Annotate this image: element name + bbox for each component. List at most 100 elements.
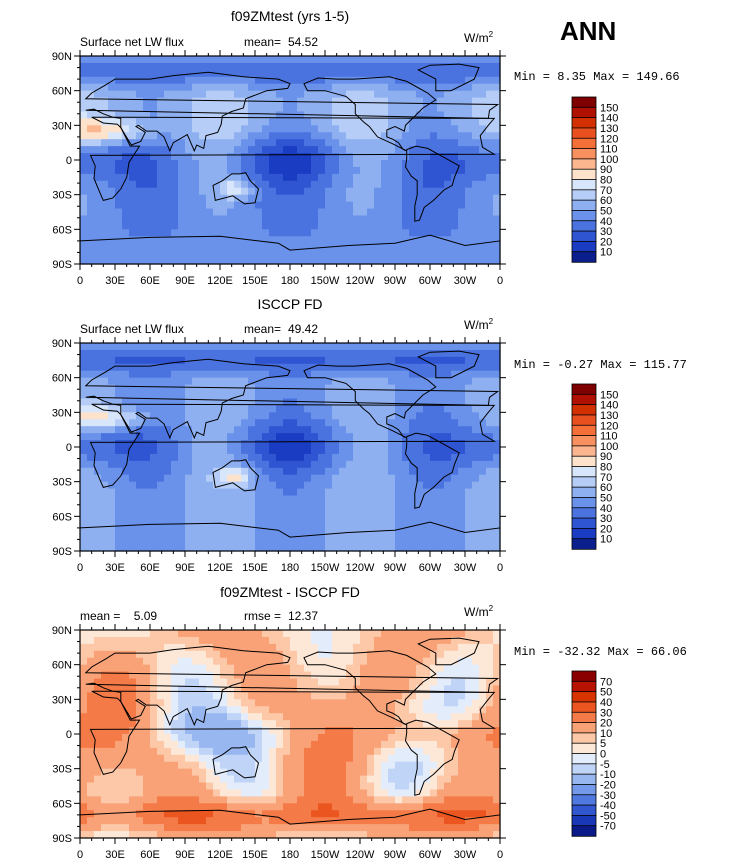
field-cell xyxy=(283,398,291,406)
field-cell xyxy=(192,678,200,687)
field-cell xyxy=(101,460,109,469)
field-cell xyxy=(416,222,424,230)
field-cell xyxy=(129,671,137,680)
field-cell xyxy=(297,467,305,476)
field-cell xyxy=(248,173,256,182)
field-cell xyxy=(367,153,375,161)
field-cell xyxy=(108,187,116,196)
field-cell xyxy=(409,118,417,126)
field-cell xyxy=(465,377,473,386)
field-cell xyxy=(360,125,368,133)
field-cell xyxy=(185,398,193,406)
field-cell xyxy=(402,706,410,714)
field-cell xyxy=(143,215,151,223)
field-cell xyxy=(185,467,193,476)
field-cell xyxy=(444,201,452,210)
field-cell xyxy=(255,173,263,182)
field-cell xyxy=(423,440,431,448)
field-cell xyxy=(157,125,165,133)
field-cell xyxy=(444,419,452,427)
field-cell xyxy=(458,460,466,469)
field-cell xyxy=(185,83,193,92)
field-cell xyxy=(437,699,445,707)
field-cell xyxy=(360,720,368,728)
field-cell xyxy=(234,139,242,147)
field-cell xyxy=(129,215,137,223)
field-cell xyxy=(171,678,179,687)
field-cell xyxy=(185,740,193,749)
field-cell xyxy=(115,97,123,106)
field-cell xyxy=(437,62,445,71)
field-cell xyxy=(220,384,228,393)
field-cell xyxy=(248,405,256,413)
field-cell xyxy=(416,62,424,71)
field-cell xyxy=(444,194,452,203)
field-cell xyxy=(339,90,347,99)
field-cell xyxy=(122,166,130,175)
colorbar-swatch xyxy=(571,240,597,253)
field-cell xyxy=(346,243,354,251)
field-cell xyxy=(367,467,375,476)
field-cell xyxy=(325,643,333,652)
field-cell xyxy=(479,740,487,749)
field-cell xyxy=(472,671,480,680)
field-cell xyxy=(374,630,382,638)
field-cell xyxy=(157,747,165,756)
field-cell xyxy=(192,447,200,455)
field-cell xyxy=(479,453,487,462)
field-cell xyxy=(129,405,137,413)
field-cell xyxy=(80,104,88,113)
field-cell xyxy=(402,474,410,483)
field-cell xyxy=(115,56,123,64)
field-cell xyxy=(94,502,102,510)
field-cell xyxy=(185,664,193,673)
field-cell xyxy=(262,727,270,735)
field-cell xyxy=(136,166,144,175)
field-cell xyxy=(402,90,410,99)
field-cell xyxy=(395,194,403,203)
field-cell xyxy=(178,664,186,673)
field-cell xyxy=(129,173,137,182)
field-cell xyxy=(157,460,165,469)
field-cell xyxy=(479,160,487,168)
field-cell xyxy=(108,447,116,455)
field-cell xyxy=(416,97,424,106)
field-cell xyxy=(108,706,116,714)
field-cell xyxy=(374,488,382,497)
field-cell xyxy=(283,201,291,210)
field-cell xyxy=(346,62,354,71)
field-cell xyxy=(227,349,235,358)
field-cell xyxy=(136,643,144,652)
field-cell xyxy=(150,657,158,666)
field-cell xyxy=(381,180,389,189)
field-cell xyxy=(304,509,312,517)
field-cell xyxy=(94,69,102,78)
field-cell xyxy=(311,740,319,749)
field-cell xyxy=(192,516,200,524)
field-cell xyxy=(472,153,480,161)
field-cell xyxy=(395,173,403,182)
field-cell xyxy=(157,544,165,552)
field-cell xyxy=(150,76,158,85)
field-cell xyxy=(458,229,466,237)
colorbar-label: 90 xyxy=(600,451,612,463)
field-cell xyxy=(108,104,116,113)
field-cell xyxy=(374,453,382,462)
field-cell xyxy=(374,657,382,666)
field-cell xyxy=(332,523,340,531)
field-cell xyxy=(157,132,165,140)
field-cell xyxy=(304,699,312,707)
field-cell xyxy=(290,699,298,707)
field-cell xyxy=(444,370,452,379)
field-cell xyxy=(206,132,214,140)
field-cell xyxy=(255,426,263,434)
field-cell xyxy=(346,706,354,714)
field-cell xyxy=(437,433,445,441)
field-cell xyxy=(157,257,165,265)
field-cell xyxy=(199,76,207,85)
field-cell xyxy=(465,720,473,728)
field-cell xyxy=(276,391,284,400)
panel-1-unit: W/m2 xyxy=(464,30,494,45)
field-cell xyxy=(402,502,410,510)
field-cell xyxy=(255,516,263,524)
